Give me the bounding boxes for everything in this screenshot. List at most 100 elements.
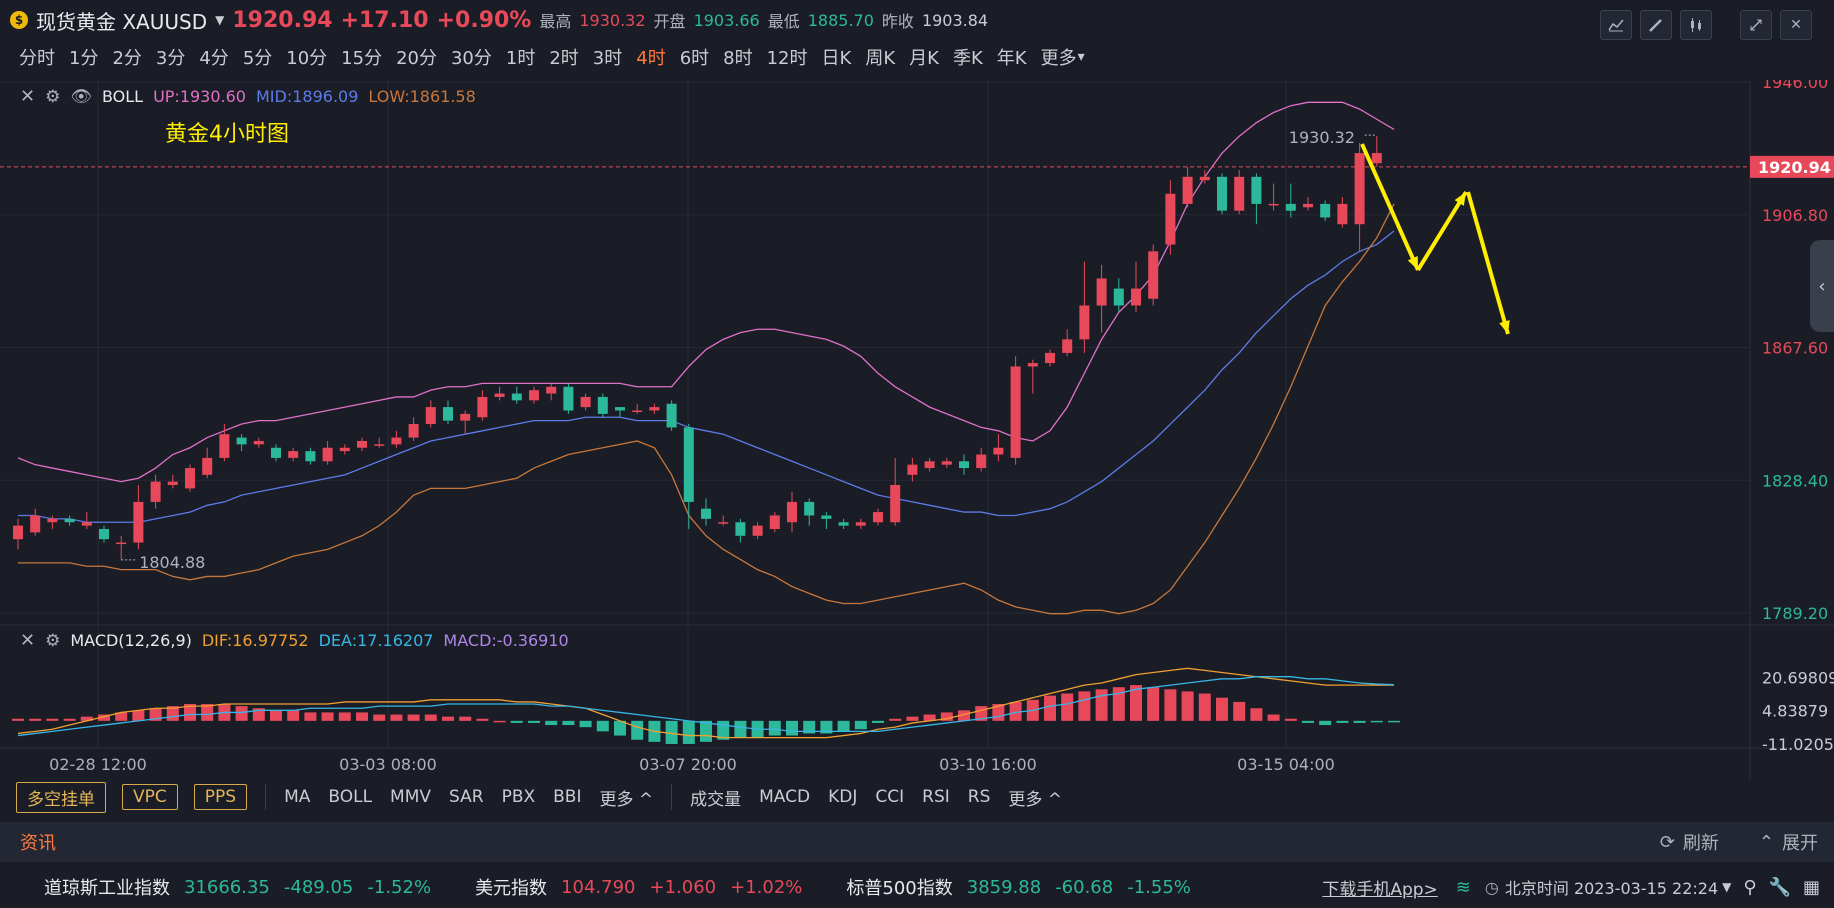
tab-period[interactable]: 6时 [679,48,710,69]
candle-body [357,440,367,448]
macd-bar [29,718,42,721]
macd-bar [1181,691,1194,721]
macd-bar [889,718,902,721]
ticker-name[interactable]: 标普500指数 [846,878,953,899]
tab-period[interactable]: 5分 [242,48,273,69]
sub-ind-rs[interactable]: RS [967,787,991,807]
sub-ind-cci[interactable]: CCI [875,787,905,807]
main-ind-sar[interactable]: SAR [449,787,484,807]
macd-bar [803,720,816,734]
tab-period[interactable]: 1分 [69,48,99,69]
candle-body [529,390,539,401]
pps-button[interactable]: PPS [193,784,248,810]
macd-bar [149,708,162,721]
tab-period[interactable]: 10分 [286,48,328,69]
news-title[interactable]: 资讯 [20,833,56,854]
wifi-icon: ≋ [1455,876,1471,898]
macd-bar [115,712,128,721]
ticker-change: +1.060 [649,876,717,898]
tab-period[interactable]: 1时 [505,48,536,69]
sub-ind-volume[interactable]: 成交量 [690,789,742,810]
main-ind-bbi[interactable]: BBI [553,787,582,807]
tab-period[interactable]: 分时 [19,48,55,69]
attachment-icon[interactable]: ⚲ [1743,876,1757,898]
ticker-name[interactable]: 道琼斯工业指数 [44,878,170,899]
tab-period[interactable]: 2时 [549,48,579,69]
candle-body [1096,278,1107,306]
macd-bar [665,720,678,744]
expand-button[interactable]: ⌃ 展开 [1759,829,1818,855]
open-label: 开盘 [653,12,686,31]
candle-body [735,522,746,536]
visibility-eye-icon[interactable]: 👁 [70,86,92,107]
close-icon[interactable]: ✕ [1780,10,1812,40]
grid-icon[interactable]: ▦ [1802,876,1820,898]
chevron-down-icon[interactable]: ▼ [215,13,225,27]
vpc-button[interactable]: VPC [122,784,178,810]
tab-period[interactable]: 季K [952,48,983,69]
candle-style-icon[interactable] [1680,10,1712,40]
macd-tick-label: 20.69809 [1762,668,1834,687]
tab-period[interactable]: 日K [821,48,852,69]
chart-canvas[interactable]: 1946.00 1906.80 1867.60 1828.40 1789.20 1920.… [0,73,1834,790]
pen-icon[interactable] [1640,10,1672,40]
main-ind-mmv[interactable]: MMV [390,787,432,807]
tab-period[interactable]: 3时 [592,48,623,69]
close-macd-icon[interactable]: ✕ [20,630,36,651]
candle-body [752,525,763,536]
main-ind-boll[interactable]: BOLL [328,787,373,807]
tab-period[interactable]: 15分 [341,48,383,69]
price-tick-label: 1789.20 [1762,604,1828,623]
tab-period[interactable]: 更多 [1040,48,1077,69]
sub-ind-macd[interactable]: MACD [759,787,811,807]
macd-bar [1078,691,1091,721]
tab-period[interactable]: 4分 [199,48,229,69]
close-indicator-icon[interactable]: ✕ [20,86,36,107]
macd-bar [682,720,695,744]
tab-period[interactable]: 2分 [112,48,142,69]
macd-settings-icon[interactable]: ⚙ [45,630,61,651]
sub-ind-rsi[interactable]: RSI [922,787,950,807]
main-ind-pbx[interactable]: PBX [501,787,536,807]
tab-period[interactable]: 20分 [396,48,437,69]
macd-bar [407,714,420,721]
candle-body [391,437,402,445]
candle-body [1268,203,1279,206]
long-short-orders-button[interactable]: 多空挂单 [16,781,106,813]
main-ind-ma[interactable]: MA [284,787,311,807]
wrench-icon[interactable]: 🔧 [1768,876,1791,898]
macd-bar [476,718,489,721]
side-panel-toggle-icon[interactable]: ‹ [1810,240,1834,332]
fullscreen-icon[interactable] [1740,10,1772,40]
tab-period[interactable]: 30分 [450,48,492,69]
main-ind-more[interactable]: 更多 ^ [599,789,654,810]
settings-icon[interactable]: ⚙ [45,86,61,107]
chart-area[interactable]: 1946.00 1906.80 1867.60 1828.40 1789.20 1920.… [0,73,1834,790]
ticker-pct: -1.55% [1127,876,1191,898]
refresh-button[interactable]: ⟳ 刷新 [1660,829,1719,855]
macd-bar [1044,695,1056,721]
macd-bar [338,712,351,721]
ticker-name[interactable]: 美元指数 [475,878,548,899]
tab-period[interactable]: 3分 [155,48,186,69]
tab-period[interactable]: 周K [865,48,896,69]
chevron-down-icon[interactable]: ▾ [1077,49,1085,65]
download-app-link[interactable]: 下载手机App> [1322,879,1438,900]
tab-period[interactable]: 12时 [766,48,808,69]
symbol-selector[interactable]: 现货黄金 XAUUSD [36,9,208,34]
macd-name: MACD(12,26,9) [70,631,192,650]
line-tool-icon[interactable] [1600,10,1632,40]
macd-bar [1233,701,1246,721]
candle-body [838,522,849,526]
tab-period[interactable]: 年K [996,48,1027,69]
candle-body [1303,203,1313,208]
boll-low-value: LOW:1861.58 [368,87,476,106]
tab-period[interactable]: 8时 [723,48,753,69]
macd-bar [1267,714,1280,721]
sub-ind-more[interactable]: 更多 ^ [1008,789,1063,810]
tab-period[interactable]: 月K [909,48,939,69]
candle-body [185,468,195,489]
tab-period[interactable]: 4时 [636,48,666,69]
chevron-down-icon[interactable]: ▼ [1722,880,1732,894]
sub-ind-kdj[interactable]: KDJ [828,787,858,807]
